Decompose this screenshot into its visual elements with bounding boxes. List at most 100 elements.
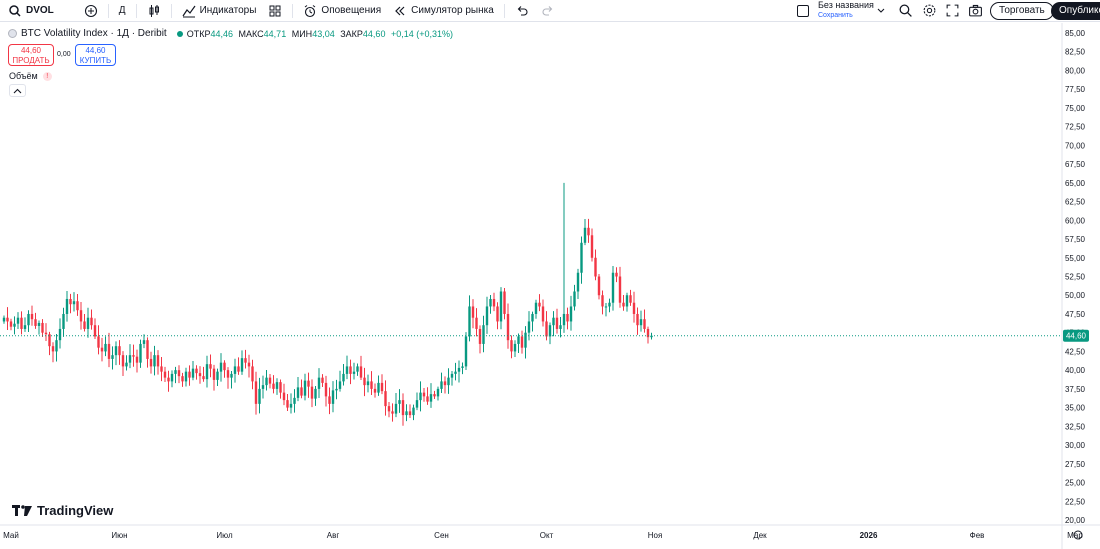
candle-body bbox=[352, 371, 356, 374]
x-tick-label: Июн bbox=[111, 531, 127, 540]
candle-body bbox=[13, 323, 16, 327]
candle-body bbox=[569, 306, 573, 322]
redo-icon bbox=[542, 5, 553, 16]
axis-settings-icon[interactable] bbox=[1073, 530, 1083, 540]
volume-indicator-legend[interactable]: Объём ! bbox=[9, 71, 52, 81]
candle-body bbox=[429, 394, 433, 402]
fullscreen-icon[interactable] bbox=[945, 3, 960, 18]
candle-body bbox=[401, 400, 405, 416]
candle-body bbox=[135, 356, 139, 363]
candle-body bbox=[153, 355, 156, 367]
candle-body bbox=[450, 373, 454, 378]
chevron-down-icon[interactable] bbox=[876, 6, 886, 16]
candle-body bbox=[524, 332, 527, 348]
candle-body bbox=[499, 291, 503, 322]
replay-button[interactable]: Симулятор рынка bbox=[387, 0, 500, 22]
layout-checkbox[interactable] bbox=[797, 5, 809, 17]
candle-body bbox=[485, 306, 489, 326]
templates-button[interactable] bbox=[262, 0, 288, 22]
gear-icon[interactable] bbox=[922, 3, 937, 18]
candle-body bbox=[457, 367, 461, 372]
candle-body bbox=[513, 343, 517, 352]
candle-body bbox=[223, 362, 226, 371]
close-value: 44,60 bbox=[362, 28, 386, 39]
candle-body bbox=[489, 298, 492, 307]
layout-name-button[interactable]: Без названия Сохранить bbox=[818, 1, 874, 20]
x-tick-label: Фев bbox=[970, 531, 985, 540]
candle-body bbox=[377, 382, 380, 393]
candle-body bbox=[356, 366, 359, 372]
candle-body bbox=[254, 381, 258, 404]
candle-body bbox=[601, 295, 604, 307]
redo-button[interactable] bbox=[535, 0, 561, 22]
candle-body bbox=[419, 392, 422, 401]
camera-icon[interactable] bbox=[968, 3, 983, 18]
candle-body bbox=[307, 380, 310, 387]
toolbar-divider bbox=[107, 3, 109, 18]
quick-search-icon[interactable] bbox=[898, 3, 913, 18]
candle-body bbox=[373, 388, 377, 393]
candle-body bbox=[156, 355, 160, 367]
symbol-logo-icon bbox=[8, 29, 17, 38]
trade-button[interactable]: Торговать bbox=[990, 2, 1054, 20]
candle-body bbox=[6, 317, 9, 322]
candle-body bbox=[258, 388, 261, 404]
alerts-button[interactable]: Оповещения bbox=[297, 0, 387, 22]
warning-icon[interactable]: ! bbox=[42, 71, 52, 81]
candle-body bbox=[128, 355, 132, 363]
symbol-search-button[interactable]: DVOL bbox=[0, 0, 60, 22]
chevron-up-icon bbox=[13, 88, 22, 94]
search-icon bbox=[9, 4, 21, 17]
candle-body bbox=[510, 340, 513, 352]
candle-body bbox=[41, 322, 44, 333]
candle-body bbox=[240, 358, 244, 372]
collapse-legend-button[interactable] bbox=[9, 84, 26, 97]
last-price-badge bbox=[1063, 329, 1089, 342]
chart-type-button[interactable] bbox=[141, 0, 167, 22]
candle-body bbox=[58, 328, 62, 341]
x-tick-label: Сен bbox=[434, 531, 449, 540]
candle-body bbox=[289, 403, 293, 408]
candle-body bbox=[580, 242, 583, 273]
candle-body bbox=[335, 388, 338, 391]
candle-body bbox=[506, 313, 510, 341]
candle-body bbox=[422, 392, 426, 397]
candle-body bbox=[247, 362, 251, 367]
open-label: ОТКР bbox=[186, 28, 211, 39]
buy-button[interactable]: 44,60 КУПИТЬ bbox=[75, 44, 116, 66]
candle-body bbox=[293, 397, 296, 404]
interval-button[interactable]: Д bbox=[113, 0, 132, 22]
candle-body bbox=[90, 317, 93, 326]
candle-body bbox=[475, 317, 478, 329]
candle-body bbox=[282, 392, 286, 401]
price-chart[interactable]: 85,00 82,50 80,00 77,50 75,00 72,50 70,00 67,50… bbox=[0, 23, 1100, 549]
candle-body bbox=[37, 322, 41, 326]
candle-body bbox=[300, 387, 303, 396]
candle-body bbox=[618, 276, 622, 303]
tradingview-watermark[interactable]: TradingView bbox=[12, 503, 113, 518]
low-value: 43,04 bbox=[312, 28, 335, 39]
candles-icon bbox=[149, 4, 159, 17]
indicators-button[interactable]: Индикаторы bbox=[176, 0, 263, 22]
candle-body bbox=[545, 321, 548, 337]
publish-button[interactable]: Опубликов bbox=[1051, 2, 1100, 20]
candle-body bbox=[646, 328, 650, 338]
candle-body bbox=[163, 371, 167, 378]
candle-body bbox=[394, 403, 398, 414]
alerts-label: Оповещения bbox=[321, 5, 382, 16]
compare-button[interactable] bbox=[78, 0, 104, 22]
candle-body bbox=[342, 373, 345, 382]
undo-button[interactable] bbox=[509, 0, 535, 22]
candle-body bbox=[594, 257, 597, 277]
candle-body bbox=[625, 295, 629, 307]
low-label: МИН bbox=[291, 28, 313, 39]
candle-body bbox=[604, 306, 608, 308]
sell-button[interactable]: 44,60 ПРОДАТЬ bbox=[8, 44, 54, 66]
candle-body bbox=[576, 272, 580, 292]
candle-body bbox=[317, 377, 321, 389]
candle-body bbox=[324, 382, 328, 397]
candle-body bbox=[363, 377, 366, 386]
y-tick-label: 42,50 bbox=[1065, 347, 1086, 356]
candle-body bbox=[643, 319, 646, 329]
price-axis[interactable] bbox=[1062, 23, 1100, 549]
